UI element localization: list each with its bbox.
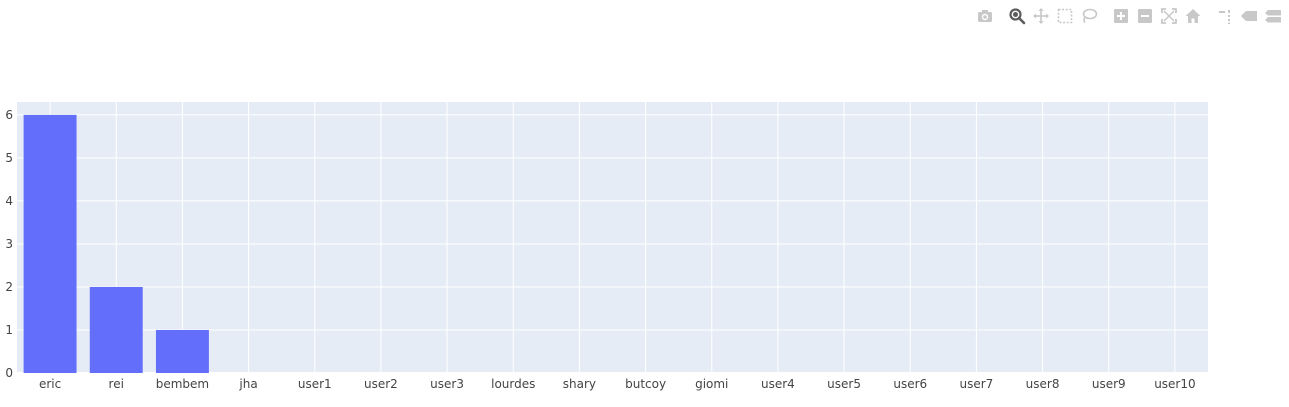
hover-closest-icon (1241, 11, 1257, 21)
modebar-group (1213, 5, 1285, 27)
pan-icon (1033, 8, 1049, 24)
modebar-group (1109, 5, 1205, 27)
bar-bembem (155, 329, 209, 373)
x-tick-label: lourdes (491, 377, 535, 391)
plot-area (17, 102, 1208, 373)
lasso-select-button[interactable] (1077, 5, 1101, 27)
zoom-in-icon (1114, 9, 1128, 23)
pan-button[interactable] (1029, 5, 1053, 27)
modebar-group (1005, 5, 1101, 27)
y-tick-label: 0 (5, 366, 13, 380)
spike-lines-button[interactable] (1213, 5, 1237, 27)
x-tick-label: user8 (1026, 377, 1060, 391)
y-tick-label: 5 (5, 151, 13, 165)
zoom-icon (1009, 8, 1026, 25)
x-tick-label: eric (39, 377, 61, 391)
y-tick-label: 6 (5, 108, 13, 122)
hover-compare-button[interactable] (1261, 5, 1285, 27)
zoom-out-icon (1138, 9, 1152, 23)
reset-axes-button[interactable] (1181, 5, 1205, 27)
x-tick-label: user2 (364, 377, 398, 391)
autoscale-button[interactable] (1157, 5, 1181, 27)
x-tick-label: user5 (827, 377, 861, 391)
x-tick-label: jha (238, 377, 257, 391)
spike-lines-icon (1219, 10, 1230, 24)
box-select-icon (1057, 8, 1073, 24)
hover-closest-button[interactable] (1237, 5, 1261, 27)
box-select-button[interactable] (1053, 5, 1077, 27)
x-tick-label: user6 (893, 377, 927, 391)
x-tick-label: user9 (1092, 377, 1126, 391)
modebar-group (973, 5, 997, 27)
x-tick-label: rei (109, 377, 124, 391)
x-tick-label: bembem (156, 377, 209, 391)
x-tick-label: butcoy (625, 377, 666, 391)
x-tick-label: giomi (695, 377, 728, 391)
x-tick-label: shary (563, 377, 596, 391)
zoom-out-button[interactable] (1133, 5, 1157, 27)
y-tick-label: 2 (5, 280, 13, 294)
y-tick-label: 3 (5, 237, 13, 251)
zoom-in-button[interactable] (1109, 5, 1133, 27)
zoom-button[interactable] (1005, 5, 1029, 27)
camera-button[interactable] (973, 5, 997, 27)
lasso-select-icon (1082, 8, 1098, 23)
y-tick-label: 4 (5, 194, 13, 208)
modebar (973, 5, 1289, 27)
bar-rei (89, 286, 143, 373)
x-tick-label: user1 (298, 377, 332, 391)
x-tick-label: user3 (430, 377, 464, 391)
x-tick-label: user4 (761, 377, 795, 391)
x-tick-label: user7 (960, 377, 994, 391)
camera-icon (978, 10, 992, 22)
y-tick-label: 1 (5, 323, 13, 337)
x-tick-label: user10 (1154, 377, 1195, 391)
autoscale-icon (1161, 8, 1177, 24)
reset-axes-icon (1185, 9, 1201, 23)
bar-eric (23, 114, 77, 374)
hover-compare-icon (1265, 10, 1281, 23)
